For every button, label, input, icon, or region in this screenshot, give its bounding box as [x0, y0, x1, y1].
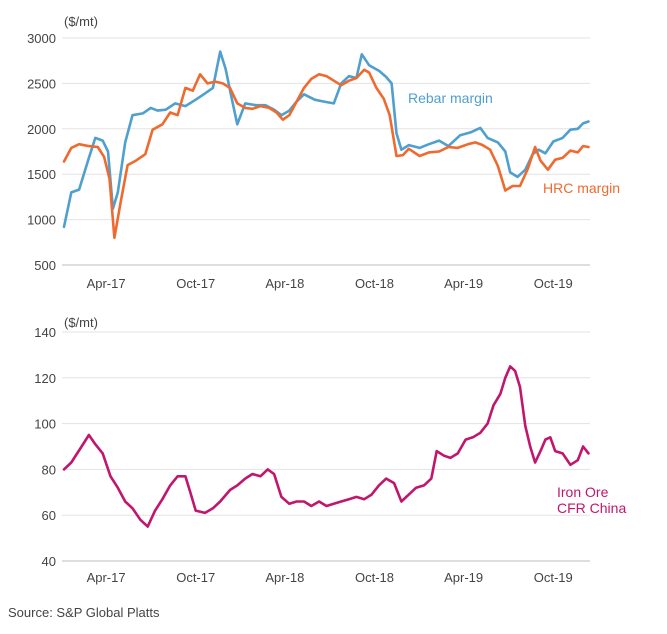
x-tick-label: Apr-19	[444, 570, 483, 585]
x-tick-label: Apr-17	[87, 570, 126, 585]
x-tick-label: Oct-19	[534, 276, 573, 291]
y-tick-label: 2000	[27, 122, 56, 137]
y-tick-label: 140	[34, 325, 56, 340]
y-unit-label: ($/mt)	[64, 14, 98, 29]
y-tick-label: 1000	[27, 213, 56, 228]
x-tick-label: Apr-19	[444, 276, 483, 291]
y-tick-label: 120	[34, 371, 56, 386]
steel-margins-panel: 500 1000 1500 2000 2500 3000 ($/mt) Apr-17 Oct-1…	[27, 14, 620, 291]
x-tick-label: Oct-17	[176, 276, 215, 291]
x-tick-label: Oct-18	[355, 570, 394, 585]
series-label: HRC margin	[543, 180, 620, 196]
y-tick-label: 80	[42, 462, 56, 477]
y-tick-label: 1500	[27, 167, 56, 182]
x-tick-label: Oct-19	[534, 570, 573, 585]
y-unit-label: ($/mt)	[64, 315, 98, 330]
y-tick-label: 100	[34, 417, 56, 432]
series-label: Iron Ore CFR China	[557, 484, 626, 516]
source-note: Source: S&P Global Platts	[8, 605, 160, 620]
y-tick-label: 40	[42, 554, 56, 569]
x-tick-label: Apr-18	[265, 570, 304, 585]
iron-ore-panel: 40 60 80 100 120 140 ($/mt) Apr-17 Oct-17 Apr-18 O…	[34, 315, 626, 585]
series-label: Rebar margin	[408, 90, 493, 106]
x-tick-label: Oct-18	[355, 276, 394, 291]
y-tick-label: 60	[42, 508, 56, 523]
series-line-hrc-margin	[62, 68, 590, 240]
y-tick-label: 500	[34, 258, 56, 273]
y-tick-label: 2500	[27, 76, 56, 91]
x-tick-label: Oct-17	[176, 570, 215, 585]
x-tick-label: Apr-18	[265, 276, 304, 291]
x-tick-label: Apr-17	[87, 276, 126, 291]
y-tick-label: 3000	[27, 31, 56, 46]
series-line-rebar-margin	[62, 50, 590, 229]
series-line-iron-ore-cfr-china	[62, 365, 590, 528]
